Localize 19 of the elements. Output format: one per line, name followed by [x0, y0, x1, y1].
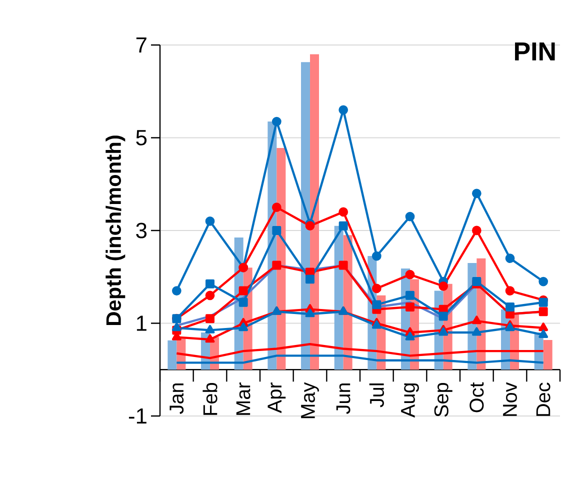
- y-tick-label: 1: [136, 316, 146, 331]
- x-tick-label: Nov: [503, 382, 517, 416]
- x-tick-label: Mar: [236, 382, 250, 415]
- y-tick-label: 3: [136, 222, 147, 238]
- y-axis-title: Depth (inch/month): [106, 136, 126, 325]
- x-tick-label: Oct: [470, 382, 484, 412]
- y-tick-label: 7: [136, 37, 146, 53]
- x-tick-label: Jul: [369, 383, 384, 408]
- y-tick-label: -1: [128, 408, 146, 424]
- x-tick-label: Apr: [268, 382, 286, 414]
- x-tick-label: Dec: [536, 382, 550, 416]
- x-tick-label: Aug: [401, 383, 419, 418]
- x-tick-label: May: [301, 382, 319, 418]
- x-tick-label: Sep: [434, 382, 452, 417]
- y-tick-label: 5: [136, 130, 147, 146]
- x-tick-label: Jan: [170, 383, 184, 414]
- x-tick-label: Jun: [336, 383, 350, 414]
- x-tick-label: Feb: [202, 382, 218, 415]
- chart-title: PIN: [515, 42, 555, 60]
